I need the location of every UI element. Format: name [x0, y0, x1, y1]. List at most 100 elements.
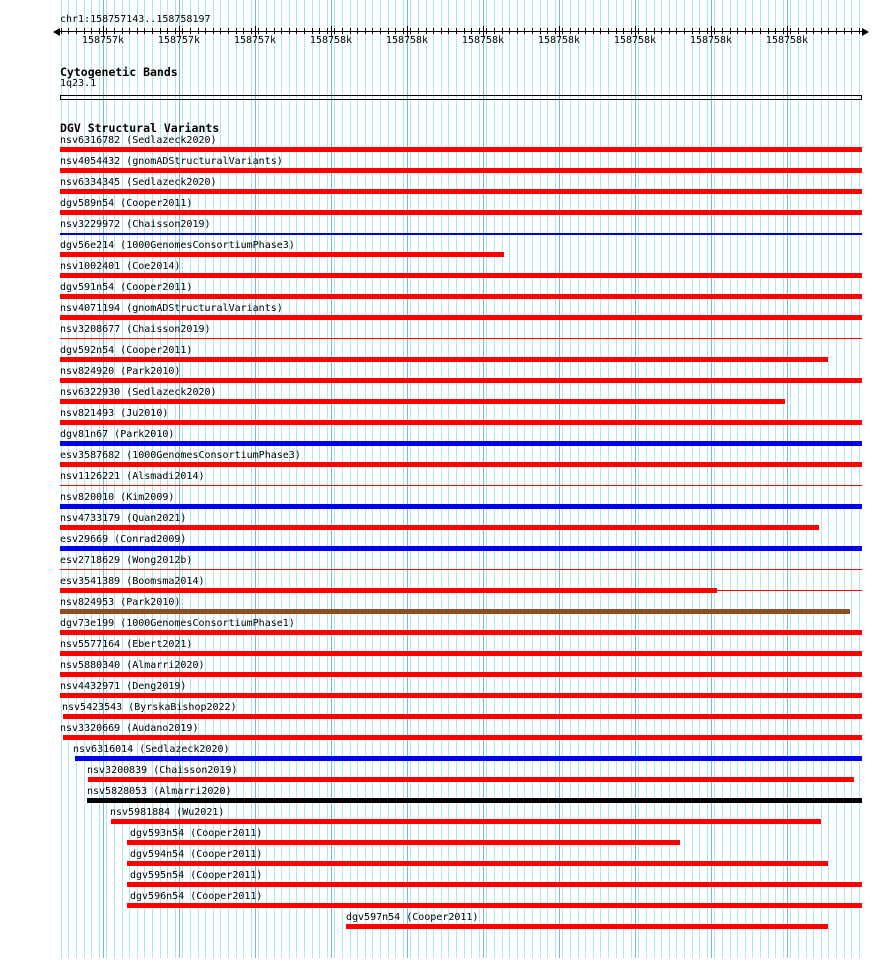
- ruler-major-tick: [331, 26, 332, 37]
- variant-bar[interactable]: [88, 777, 854, 782]
- variant-label[interactable]: nsv1126221 (Alsmadi2014): [60, 471, 205, 482]
- grid-line-minor: [562, 0, 563, 958]
- variant-label[interactable]: dgv593n54 (Cooper2011): [130, 828, 263, 839]
- variant-bar[interactable]: [63, 714, 862, 719]
- variant-bar[interactable]: [60, 233, 862, 235]
- variant-label[interactable]: esv2718629 (Wong2012b): [60, 555, 193, 566]
- variant-label[interactable]: dgv591n54 (Cooper2011): [60, 282, 193, 293]
- grid-line-minor: [334, 0, 335, 958]
- variant-bar[interactable]: [60, 315, 862, 320]
- variant-label[interactable]: dgv56e214 (1000GenomesConsortiumPhase3): [60, 240, 295, 251]
- variant-bar[interactable]: [60, 672, 862, 677]
- variant-label[interactable]: nsv5981884 (Wu2021): [110, 807, 225, 818]
- variant-label[interactable]: nsv824920 (Park2010): [60, 366, 181, 377]
- variant-bar[interactable]: [127, 861, 828, 866]
- variant-label[interactable]: dgv592n54 (Cooper2011): [60, 345, 193, 356]
- ruler-minor-tick: [289, 28, 290, 34]
- variant-label[interactable]: nsv6322930 (Sedlazeck2020): [60, 387, 217, 398]
- ruler-left-arrow-icon[interactable]: [53, 28, 60, 36]
- variant-bar[interactable]: [111, 819, 821, 824]
- variant-bar[interactable]: [717, 590, 862, 591]
- variant-bar[interactable]: [60, 588, 717, 593]
- variant-label[interactable]: esv3541389 (Boomsma2014): [60, 576, 205, 587]
- ruler-minor-tick: [106, 28, 107, 34]
- variant-label[interactable]: nsv5880340 (Almarri2020): [60, 660, 205, 671]
- variant-label[interactable]: nsv3229972 (Chaisson2019): [60, 219, 211, 230]
- variant-bar[interactable]: [60, 420, 862, 425]
- variant-label[interactable]: nsv4054432 (gnomADStructuralVariants): [60, 156, 283, 167]
- variant-bar[interactable]: [60, 485, 862, 486]
- variant-label[interactable]: nsv5423543 (ByrskaBishop2022): [62, 702, 237, 713]
- variant-label[interactable]: nsv824953 (Park2010): [60, 597, 181, 608]
- ruler-minor-tick: [684, 28, 685, 34]
- variant-label[interactable]: nsv6334345 (Sedlazeck2020): [60, 177, 217, 188]
- ruler-minor-tick: [752, 28, 753, 34]
- variant-label[interactable]: dgv596n54 (Cooper2011): [130, 891, 263, 902]
- variant-label[interactable]: nsv4071194 (gnomADStructuralVariants): [60, 303, 283, 314]
- variant-label[interactable]: nsv821493 (Ju2010): [60, 408, 169, 419]
- variant-label[interactable]: nsv5577164 (Ebert2021): [60, 639, 193, 650]
- variant-label[interactable]: esv3587682 (1000GenomesConsortiumPhase3): [60, 450, 301, 461]
- grid-line-minor: [752, 0, 753, 958]
- cytoband-label: 1q23.1: [60, 78, 97, 89]
- variant-bar[interactable]: [60, 441, 862, 446]
- variant-label[interactable]: dgv589n54 (Cooper2011): [60, 198, 193, 209]
- grid-line-major: [483, 0, 484, 958]
- variant-label[interactable]: nsv6316014 (Sedlazeck2020): [73, 744, 230, 755]
- variant-bar[interactable]: [127, 903, 862, 908]
- variant-bar[interactable]: [60, 525, 819, 530]
- variant-bar[interactable]: [60, 651, 862, 656]
- variant-label[interactable]: nsv6316782 (Sedlazeck2020): [60, 135, 217, 146]
- variant-bar[interactable]: [60, 693, 862, 698]
- variant-label[interactable]: dgv594n54 (Cooper2011): [130, 849, 263, 860]
- variant-bar[interactable]: [127, 840, 680, 845]
- variant-label[interactable]: nsv4733179 (Quan2021): [60, 513, 187, 524]
- ruler-right-arrow-icon[interactable]: [862, 28, 869, 36]
- variant-bar[interactable]: [60, 338, 862, 339]
- variant-label[interactable]: dgv597n54 (Cooper2011): [346, 912, 479, 923]
- variant-bar[interactable]: [60, 378, 862, 383]
- variant-label[interactable]: nsv3208677 (Chaisson2019): [60, 324, 211, 335]
- variant-label[interactable]: nsv3200839 (Chaisson2019): [87, 765, 238, 776]
- variant-bar[interactable]: [63, 735, 862, 740]
- variant-bar[interactable]: [60, 569, 862, 570]
- variant-bar[interactable]: [60, 609, 850, 614]
- variant-bar[interactable]: [60, 504, 862, 509]
- variant-bar[interactable]: [60, 273, 862, 278]
- variant-label[interactable]: nsv5828053 (Almarri2020): [87, 786, 232, 797]
- ruler-minor-tick: [334, 28, 335, 34]
- variant-bar[interactable]: [60, 210, 862, 215]
- variant-bar[interactable]: [87, 798, 862, 803]
- variant-bar[interactable]: [346, 924, 828, 929]
- variant-bar[interactable]: [60, 630, 862, 635]
- variant-label[interactable]: dgv595n54 (Cooper2011): [130, 870, 263, 881]
- variant-label[interactable]: nsv3320669 (Audano2019): [60, 723, 199, 734]
- variant-bar[interactable]: [60, 252, 504, 257]
- grid-line-minor: [699, 0, 700, 958]
- variant-bar[interactable]: [60, 462, 862, 467]
- cytoband-glyph[interactable]: [60, 95, 862, 100]
- ruler-line: [60, 31, 862, 32]
- variant-label[interactable]: nsv820010 (Kim2009): [60, 492, 175, 503]
- variant-bar[interactable]: [60, 546, 862, 551]
- grid-line-minor: [608, 0, 609, 958]
- ruler-minor-tick: [68, 28, 69, 34]
- variant-bar[interactable]: [60, 168, 862, 173]
- variant-label[interactable]: nsv1002401 (Coe2014): [60, 261, 181, 272]
- ruler-minor-tick: [646, 28, 647, 34]
- variant-label[interactable]: dgv81n67 (Park2010): [60, 429, 175, 440]
- ruler-minor-tick: [570, 28, 571, 34]
- variant-label[interactable]: esv29669 (Conrad2009): [60, 534, 187, 545]
- ruler-minor-tick: [175, 28, 176, 34]
- variant-bar[interactable]: [60, 294, 862, 299]
- variant-label[interactable]: nsv4432971 (Deng2019): [60, 681, 187, 692]
- variant-bar[interactable]: [127, 882, 862, 887]
- variant-bar[interactable]: [75, 756, 862, 761]
- ruler-minor-tick: [745, 28, 746, 34]
- variant-label[interactable]: dgv73e199 (1000GenomesConsortiumPhase1): [60, 618, 295, 629]
- variant-bar[interactable]: [60, 399, 785, 404]
- variant-bar[interactable]: [60, 357, 828, 362]
- grid-line-major: [635, 0, 636, 958]
- variant-bar[interactable]: [60, 147, 862, 152]
- variant-bar[interactable]: [60, 189, 862, 194]
